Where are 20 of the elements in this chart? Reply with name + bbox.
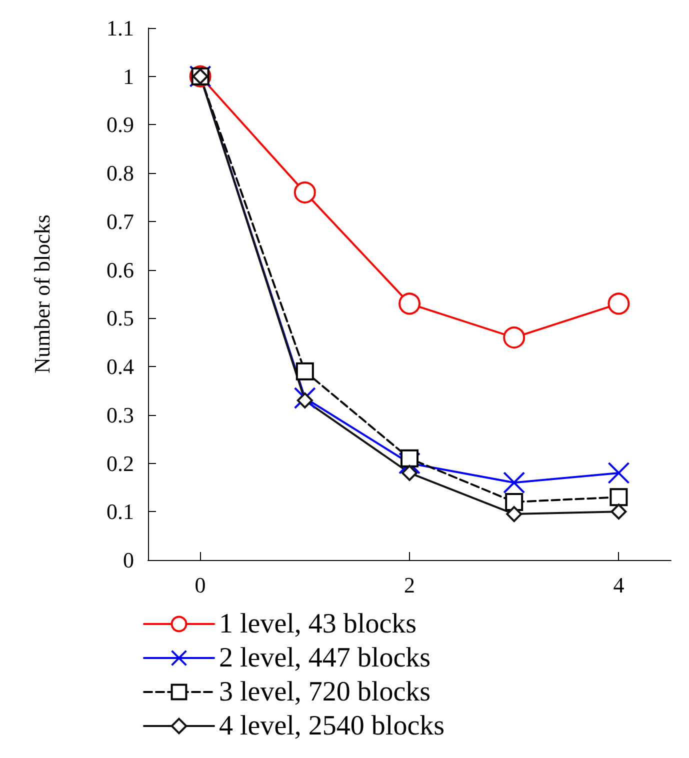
y-tick-label: 0.6 [106, 257, 134, 282]
y-tick-label: 0 [123, 548, 134, 572]
y-tick-label: 1.1 [106, 16, 134, 40]
x-tick-label: 0 [194, 572, 206, 598]
y-tick-label: 0.1 [106, 499, 134, 524]
y-tick-label: 0.5 [106, 306, 134, 331]
y-tick-label: 0.8 [106, 160, 134, 186]
y-tick-label: 0.4 [106, 354, 134, 380]
legend-label: 2 level, 447 blocks [219, 642, 431, 674]
legend-label: 1 level, 43 blocks [219, 608, 417, 640]
legend-label: 4 level, 2540 blocks [219, 710, 445, 742]
legend-label: 3 level, 720 blocks [219, 676, 431, 708]
x-tick-label: 2 [404, 572, 415, 598]
y-axis-title: Number of blocks [30, 214, 54, 374]
x-tick-label: 4 [613, 572, 624, 598]
y-tick-label: 0.7 [106, 208, 134, 234]
y-tick-label: 0.2 [106, 450, 134, 476]
y-tick-label: 0.9 [106, 112, 134, 138]
y-tick-label: 1 [123, 64, 134, 89]
y-tick-label: 0.3 [106, 402, 134, 428]
